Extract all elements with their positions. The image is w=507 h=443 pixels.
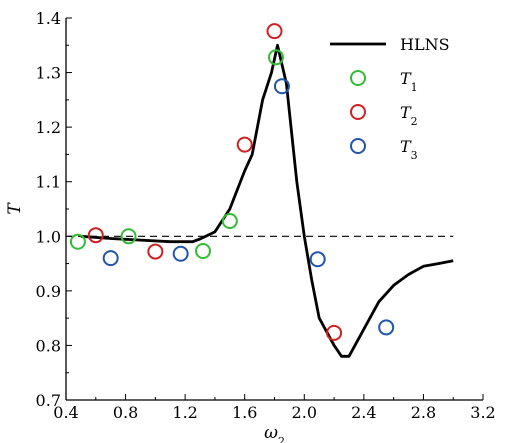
y-tick-label: 1.3 [36,64,61,83]
data-point-t3 [273,78,290,95]
x-axis-label-sub: 2 [278,435,285,443]
data-point-t1 [195,243,212,260]
legend-label: HLNS [400,35,450,54]
y-tick-label: 1.2 [36,118,61,137]
legend-swatch-t2 [350,104,366,120]
legend-label-main: T [400,103,412,122]
legend-swatch-t3 [350,138,366,154]
data-point-t3 [378,319,395,336]
x-tick-label: 2.0 [292,403,317,422]
x-axis-label: ω2 [264,423,285,443]
data-point-t2 [326,324,343,341]
y-tick-label: 0.9 [36,282,61,301]
y-tick-label: 1.4 [36,9,61,28]
data-point-t3 [172,245,189,262]
x-tick-label: 3.2 [470,403,495,422]
y-axis-label: T [5,202,25,215]
x-tick-label: 0.8 [113,403,138,422]
data-point-t2 [147,243,164,260]
legend-label-sub: 2 [411,115,418,128]
data-point-t3 [102,250,119,267]
y-tick-label: 1.0 [36,227,61,246]
legend-label: T2 [400,103,418,128]
legend-label: T3 [400,137,418,162]
y-tick-label: 0.7 [36,391,61,410]
x-tick-label: 2.8 [411,403,436,422]
y-tick-label: 1.1 [36,173,61,192]
axes-layer: 0.4 0.8 1.2 1.6 2.0 2.4 2.8 3.2 0.7 0.8 0.9 1.0 1.1 1… [36,9,496,422]
data-point-t1 [69,233,86,250]
data-point-t2 [236,136,253,153]
legend-label-sub: 3 [411,149,418,162]
series-line-hlns [80,43,454,358]
data-point-t2 [87,227,104,244]
x-tick-label: 1.6 [232,403,257,422]
marker-layer [69,23,395,341]
legend-label-main: T [400,137,412,156]
legend-swatch-t1 [350,70,366,86]
x-tick-label: 0.4 [53,403,78,422]
data-point-t1 [267,49,284,66]
data-point-t1 [120,228,137,245]
legend-label-sub: 1 [411,81,418,94]
legend-label-main: T [400,69,412,88]
x-axis-label-main: ω [264,423,278,443]
data-point-t3 [309,251,326,268]
x-tick-label: 1.2 [172,403,197,422]
legend-label: T1 [400,69,418,94]
data-point-t1 [221,213,238,230]
data-point-t2 [266,23,283,40]
x-tick-label: 2.4 [351,403,376,422]
y-tick-label: 0.8 [36,336,61,355]
line-layer [80,43,454,358]
